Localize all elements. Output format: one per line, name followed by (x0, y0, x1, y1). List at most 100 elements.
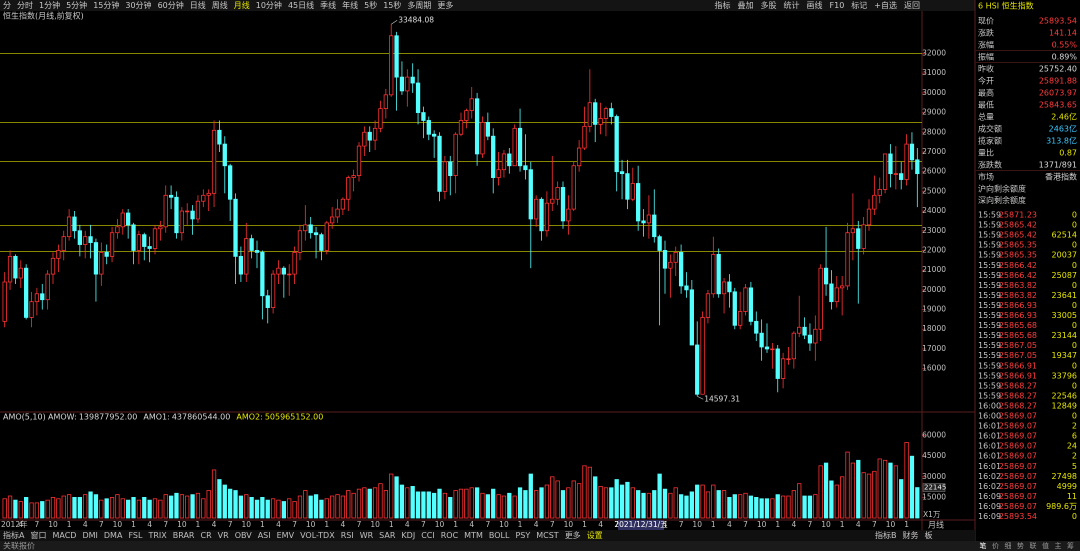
indicator-tab[interactable]: OBV (235, 531, 253, 540)
indicator-tab[interactable]: DMI (82, 531, 97, 540)
panel-tab[interactable]: 筹 (1067, 541, 1074, 550)
period-tab[interactable]: 5秒 (364, 0, 377, 10)
period-tab[interactable]: 季线 (320, 0, 336, 10)
side-tab[interactable]: 板 (925, 530, 933, 540)
indicator-tab[interactable]: ASI (258, 531, 271, 540)
y-tick-label: 28000 (922, 127, 946, 136)
indicator-tab[interactable]: 设置 (587, 530, 603, 540)
candle-body (66, 216, 72, 238)
candle-body (705, 293, 711, 318)
period-tab[interactable]: 月线 (234, 0, 250, 10)
period-tab[interactable]: 日线 (190, 0, 206, 10)
volume-bar (888, 462, 893, 519)
indicator-tab[interactable]: WR (360, 531, 374, 540)
tool-button[interactable]: 指标 (715, 0, 731, 10)
candle-body (50, 257, 56, 275)
indicator-tab[interactable]: VR (218, 531, 229, 540)
volume-bar (684, 495, 689, 519)
tool-button[interactable]: F10 (830, 1, 845, 10)
period-tab[interactable]: 更多 (437, 0, 453, 10)
side-tab[interactable]: 指标B (875, 530, 897, 540)
volume-bar (426, 491, 431, 519)
period-tab[interactable]: 1分钟 (39, 0, 60, 10)
period-tab[interactable]: 周线 (212, 0, 228, 10)
trade-price: 25871.23 (999, 211, 1037, 220)
panel-tab[interactable]: 价 (992, 542, 999, 550)
indicator-tab[interactable]: TRIX (147, 531, 167, 540)
indicator-tab[interactable]: BOLL (489, 531, 510, 540)
indicator-tab[interactable]: 指标A (3, 530, 25, 540)
tool-button[interactable]: 画线 (807, 0, 823, 10)
side-tab[interactable]: 财务 (903, 530, 919, 540)
volume-bar (453, 490, 458, 519)
candle-body (507, 153, 512, 167)
tool-button[interactable]: 多股 (761, 0, 777, 10)
x-tick-label: 1 (904, 520, 909, 529)
indicator-tab[interactable]: PSY (515, 531, 530, 540)
volume-bar (174, 492, 179, 519)
indicator-tab[interactable]: ROC (441, 531, 459, 540)
indicator-tab[interactable]: SAR (379, 531, 396, 540)
trade-volume: 0 (1072, 221, 1077, 230)
indicator-tab[interactable]: VOL-TDX (300, 531, 335, 540)
candle-body (270, 273, 276, 308)
period-tab[interactable]: 10分钟 (256, 0, 282, 10)
indicator-tab[interactable]: KDJ (401, 531, 415, 540)
period-tab[interactable]: 5分钟 (66, 0, 87, 10)
x-tick-label: 10 (499, 520, 509, 529)
panel-tab[interactable]: 细 (1005, 541, 1012, 550)
trade-time: 16:01 (978, 432, 1001, 441)
indicator-tab[interactable]: MTM (464, 531, 483, 540)
panel-tab[interactable]: 值 (1042, 541, 1049, 550)
indicator-tab[interactable]: EMV (277, 531, 295, 540)
period-tab[interactable]: 15秒 (383, 0, 401, 10)
indicator-tab[interactable]: 窗口 (30, 530, 46, 540)
indicator-tab[interactable]: 更多 (565, 530, 581, 540)
quota-label: 沪向剩余额度 (978, 184, 1026, 194)
candle-body (453, 133, 458, 177)
candle-body (399, 76, 405, 92)
period-tab[interactable]: 分 (3, 1, 11, 10)
volume-bar (700, 484, 705, 519)
panel-tab[interactable]: 主 (1055, 541, 1062, 550)
period-tab[interactable]: 60分钟 (158, 0, 184, 10)
candle-body (319, 234, 324, 251)
x-tick-label: 7 (228, 520, 233, 529)
y-tick-label: 15000 (922, 492, 946, 501)
indicator-tab[interactable]: MCST (536, 531, 559, 540)
panel-tab[interactable]: 联 (1030, 541, 1037, 550)
period-tab[interactable]: 15分钟 (93, 0, 119, 10)
tool-button[interactable]: 返回 (904, 1, 920, 10)
tool-button[interactable]: 统计 (784, 0, 800, 10)
volume-bar (458, 488, 464, 519)
tool-button[interactable]: 标记 (851, 0, 867, 10)
candle-body (496, 169, 501, 178)
volume-bar (442, 492, 448, 519)
period-tab[interactable]: 45日线 (288, 0, 314, 10)
x-tick-label: 1 (711, 520, 716, 529)
x-tick-label: 4 (212, 520, 217, 529)
period-tab[interactable]: 年线 (342, 0, 358, 10)
period-tab[interactable]: 分时 (17, 0, 33, 10)
tool-button[interactable]: 叠加 (738, 0, 754, 10)
tool-button[interactable]: +自选 (874, 0, 897, 10)
candle-body (109, 232, 115, 257)
indicator-tab[interactable]: FSL (128, 531, 143, 540)
indicator-tab[interactable]: CR (201, 531, 213, 540)
indicator-tab[interactable]: CCI (421, 531, 435, 540)
indicator-tab[interactable]: DMA (104, 531, 123, 540)
candle-body (732, 291, 737, 326)
volume-bar (711, 484, 716, 519)
indicator-tab[interactable]: BRAR (173, 531, 195, 540)
period-tab[interactable]: 30分钟 (125, 0, 151, 10)
indicator-tab[interactable]: RSI (341, 531, 354, 540)
indicator-tab[interactable]: MACD (52, 531, 76, 540)
panel-tab[interactable]: 笔 (980, 541, 987, 550)
trade-time: 16:00 (978, 412, 1001, 421)
panel-tab[interactable]: 势 (1017, 541, 1024, 550)
period-tab[interactable]: 多周期 (407, 0, 431, 10)
volume-bar (56, 498, 61, 519)
volume-bar (77, 496, 82, 519)
candle-body (780, 358, 786, 379)
cursor-box (618, 520, 664, 530)
